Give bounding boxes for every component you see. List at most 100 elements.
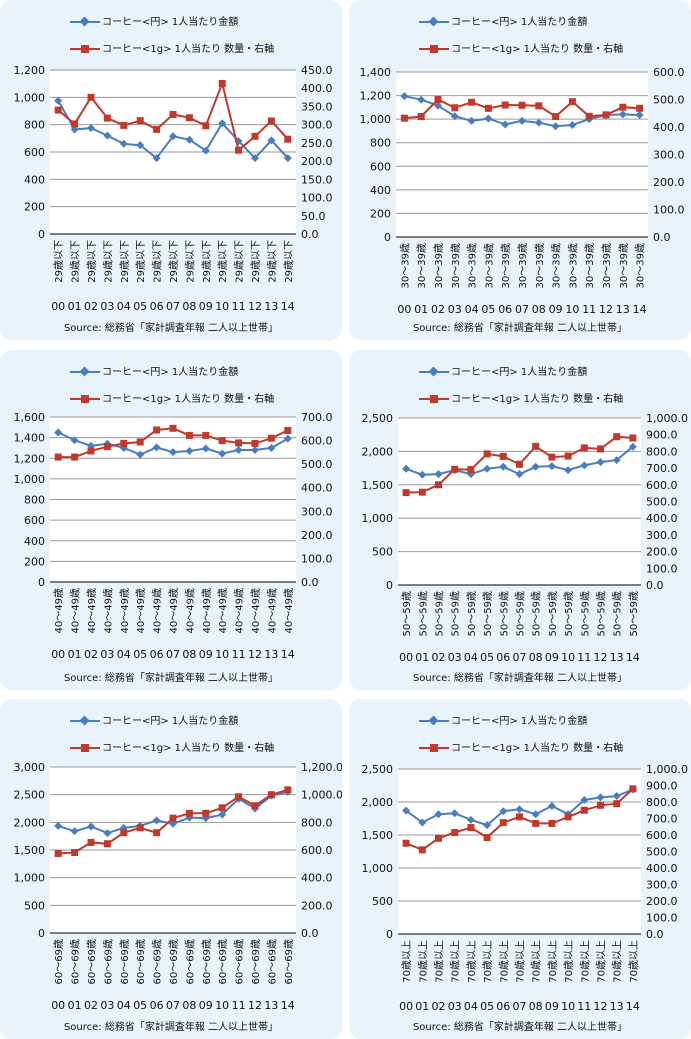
x-category-label: 30～39歳 <box>635 243 647 288</box>
volume-point <box>451 104 459 112</box>
x-category-label: 70歳以上 <box>450 940 462 983</box>
left-tick-label: 200 <box>24 201 45 214</box>
x-year-label: 09 <box>549 303 563 316</box>
left-tick-label: 500 <box>372 546 393 559</box>
volume-point <box>501 101 509 109</box>
volume-point <box>535 102 543 110</box>
source-note: Source: 総務省「家計調査年報 二人以上世帯」 <box>412 1022 628 1033</box>
x-category-label: 30～39歳 <box>567 243 579 288</box>
spend-point <box>580 796 589 805</box>
x-year-label: 03 <box>448 303 462 316</box>
left-tick-label: 3,000 <box>14 761 46 774</box>
volume-point <box>418 846 426 854</box>
right-tick-label: 100.0 <box>301 192 333 205</box>
right-tick-label: 100.0 <box>301 552 333 565</box>
volume-point <box>54 849 62 857</box>
plot-area <box>396 72 648 237</box>
x-category-label: 60～69歳 <box>102 939 114 984</box>
x-category-label: 50～59歳 <box>547 591 559 636</box>
x-year-label: 05 <box>133 300 147 313</box>
x-category-label: 70歳以上 <box>628 940 640 983</box>
left-tick-label: 1,500 <box>14 844 46 857</box>
volume-point <box>251 132 259 140</box>
x-category-label: 50～59歳 <box>563 591 575 636</box>
spend-point <box>54 821 63 830</box>
left-tick-label: 500 <box>24 899 45 912</box>
x-category-label: 70歳以上 <box>531 940 543 983</box>
spend-point <box>618 110 627 119</box>
volume-point <box>185 431 193 439</box>
spend-point <box>467 116 476 125</box>
left-tick-label: 800 <box>370 137 391 150</box>
volume-point <box>499 819 507 827</box>
plot-area <box>398 769 641 934</box>
spend-point <box>596 458 605 467</box>
volume-point <box>435 834 442 842</box>
volume-point <box>548 819 556 827</box>
spend-point <box>103 829 112 838</box>
x-year-label: 02 <box>84 999 98 1012</box>
line-chart-29-under: 1,2001,0008006004002000450.0400.0350.030… <box>14 64 333 313</box>
legend-volume-label: コーヒー<1g> 1人当たり 数量・右軸 <box>102 743 275 754</box>
x-category-label: 60～69歳 <box>266 939 278 984</box>
volume-point <box>483 450 491 458</box>
legend-spend-label: コーヒー<円> 1人当たり金額 <box>102 17 239 28</box>
left-tick-label: 0 <box>38 576 45 589</box>
volume-point <box>169 814 177 822</box>
right-tick-label: 500.0 <box>646 496 678 509</box>
spend-point <box>218 449 227 458</box>
volume-point <box>169 110 177 118</box>
x-category-label: 29歳以下 <box>184 240 196 283</box>
spend-point <box>466 815 475 824</box>
x-year-label: 14 <box>633 303 647 316</box>
spend-point <box>515 470 524 479</box>
right-tick-label: 50.0 <box>301 210 326 223</box>
right-tick-label: 600.0 <box>653 66 685 79</box>
volume-point <box>619 103 627 111</box>
right-tick-label: 200.0 <box>301 529 333 542</box>
legend-volume: コーヒー<1g> 1人当たり 数量・右軸 <box>70 40 274 55</box>
x-year-label: 05 <box>481 303 495 316</box>
volume-point <box>103 840 111 848</box>
spend-point <box>136 141 145 150</box>
x-category-label: 30～39歳 <box>584 243 596 288</box>
right-tick-label: 800.0 <box>301 816 333 829</box>
right-tick-label: 200.0 <box>646 546 678 559</box>
right-tick-label: 100.0 <box>646 562 678 575</box>
spend-point <box>499 807 508 816</box>
plot-area <box>398 418 641 585</box>
legend-spend: コーヒー<円> 1人当たり金額 <box>70 363 238 378</box>
spend-point <box>547 801 556 810</box>
x-year-label: 09 <box>199 999 213 1012</box>
volume-point <box>87 447 95 455</box>
right-tick-label: 400.0 <box>646 862 678 875</box>
volume-point <box>613 433 621 441</box>
spend-point <box>551 122 560 131</box>
x-category-label: 60～69歳 <box>250 939 262 984</box>
volume-point <box>235 439 243 447</box>
x-year-label: 12 <box>594 1000 608 1013</box>
volume-point <box>169 424 177 432</box>
right-tick-label: 700.0 <box>646 462 678 475</box>
legend-volume: コーヒー<1g> 1人当たり 数量・右軸 <box>419 390 623 405</box>
x-category-label: 30～39歳 <box>500 243 512 288</box>
right-tick-label: 0.0 <box>301 927 319 940</box>
spend-point <box>283 154 292 163</box>
x-category-label: 70歳以上 <box>498 940 510 983</box>
x-year-label: 09 <box>199 300 213 313</box>
legend-volume: コーヒー<1g> 1人当たり 数量・右軸 <box>70 390 274 405</box>
spend-point <box>54 96 63 105</box>
left-tick-label: 1,000 <box>14 91 46 104</box>
left-tick-label: 1,600 <box>14 411 46 424</box>
x-year-label: 00 <box>51 999 65 1012</box>
volume-point <box>251 439 259 447</box>
chart-panel-50s: コーヒー<円> 1人当たり金額 コーヒー<1g> 1人当たり 数量・右軸 2,5… <box>349 350 691 690</box>
spend-point <box>450 112 459 121</box>
right-tick-label: 0.0 <box>653 231 671 244</box>
x-category-label: 50～59歳 <box>612 591 624 636</box>
x-year-label: 06 <box>150 648 164 661</box>
right-tick-label: 300.0 <box>646 879 678 892</box>
source-note: Source: 総務省「家計調査年報 二人以上世帯」 <box>63 673 279 684</box>
spend-point <box>547 462 556 471</box>
x-year-label: 12 <box>599 303 613 316</box>
